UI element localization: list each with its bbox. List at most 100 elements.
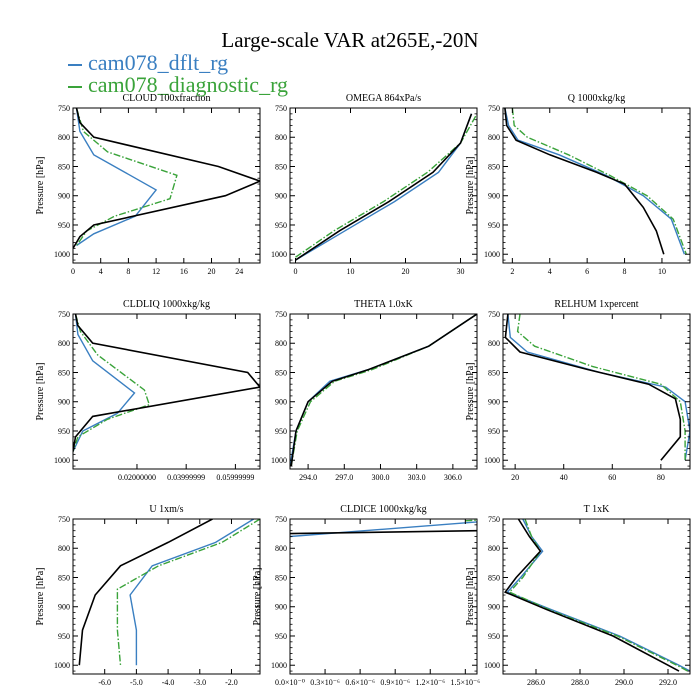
panel-5-xtick-label: 306.0 <box>444 473 462 482</box>
panel-3-ylabel: Pressure [hPa] <box>465 156 476 214</box>
panel-9-ylabel: Pressure [hPa] <box>465 567 476 625</box>
panel-9-xtick-label: 286.0 <box>527 678 545 687</box>
panel-5-xtick-label: 294.0 <box>299 473 317 482</box>
panel-4-ytick-label: 800 <box>58 339 70 348</box>
panel-9-xtick-label: 292.0 <box>659 678 677 687</box>
panel-5-ytick-label: 950 <box>275 427 287 436</box>
panel-3-series-obs <box>504 108 665 255</box>
panel-8-ytick-label: 750 <box>275 515 287 524</box>
panel-7-ylabel: Pressure [hPa] <box>35 567 46 625</box>
panel-8-series-diag <box>465 519 477 522</box>
panel-4-ytick-label: 1000 <box>54 456 70 465</box>
panel-3-series-diag <box>511 108 687 255</box>
panel-1-ytick-label: 850 <box>58 162 70 171</box>
panel-4-series-diag <box>73 314 151 452</box>
panel-7-xtick-label: -3.0 <box>193 678 206 687</box>
panel-1-frame <box>72 107 261 264</box>
panel-4-frame <box>72 313 261 470</box>
panel-5-series-obs <box>290 314 477 467</box>
panel-3-ytick-label: 850 <box>488 162 500 171</box>
panel-7-series-diag <box>116 519 260 666</box>
panel-7-xtick-label: -2.0 <box>225 678 238 687</box>
panel-4-ytick-label: 850 <box>58 368 70 377</box>
panel-1-title: CLOUD 100xfraction <box>122 93 210 104</box>
panel-6-series-dflt <box>507 314 690 461</box>
panel-8-ytick-label: 950 <box>275 632 287 641</box>
panel-6-frame <box>502 313 691 470</box>
panel-3-xtick-label: 10 <box>658 267 666 276</box>
panel-2-xtick-label: 20 <box>402 267 410 276</box>
panel-7-ytick-label: 850 <box>58 573 70 582</box>
panel-5-ytick-label: 750 <box>275 310 287 319</box>
panel-9-title: T 1xK <box>584 504 610 515</box>
panel-2-ytick-label: 850 <box>275 162 287 171</box>
panel-9-ytick-label: 750 <box>488 515 500 524</box>
panel-5-frame <box>289 313 478 470</box>
panel-3-title: Q 1000xkg/kg <box>568 93 626 104</box>
panel-1-xtick-label: 20 <box>208 267 216 276</box>
panel-6-xtick-label: 20 <box>511 473 519 482</box>
panel-8-xtick-label: 1.5×10⁻⁶ <box>451 678 481 687</box>
panel-2-ytick-label: 900 <box>275 192 287 201</box>
panel-4-ytick-label: 950 <box>58 427 70 436</box>
panel-3-ytick-label: 1000 <box>484 250 500 259</box>
panel-4-ylabel: Pressure [hPa] <box>35 362 46 420</box>
panel-8-ytick-label: 900 <box>275 603 287 612</box>
panel-8-series-obs <box>290 529 477 535</box>
panel-8-ytick-label: 1000 <box>271 661 287 670</box>
panel-9-series-dflt <box>506 519 690 672</box>
panel-3-frame <box>502 107 691 264</box>
panel-7-ytick-label: 800 <box>58 544 70 553</box>
panel-7-xtick-label: -5.0 <box>130 678 143 687</box>
panel-9-xtick-label: 290.0 <box>615 678 633 687</box>
panel-1-ytick-label: 1000 <box>54 250 70 259</box>
panel-9-ytick-label: 900 <box>488 603 500 612</box>
panel-9-frame <box>502 518 691 675</box>
panel-1-series-obs <box>73 108 260 249</box>
panel-7-series-obs <box>78 519 213 666</box>
panel-1-xtick-label: 8 <box>126 267 130 276</box>
panel-5-ytick-label: 900 <box>275 398 287 407</box>
panel-3-series-dflt <box>504 108 686 255</box>
panel-4-ytick-label: 750 <box>58 310 70 319</box>
panel-6-xtick-label: 40 <box>560 473 568 482</box>
panel-5-xtick-label: 297.0 <box>335 473 353 482</box>
panel-3-ytick-label: 750 <box>488 104 500 113</box>
panel-1-ytick-label: 750 <box>58 104 70 113</box>
panel-8-xtick-label: 0.0×10⁻⁰ <box>275 678 305 687</box>
panel-4-xtick-label: 0.03999999 <box>167 473 205 482</box>
panel-1-ytick-label: 900 <box>58 192 70 201</box>
panel-8-title: CLDICE 1000xkg/kg <box>340 504 426 515</box>
legend-label-dflt: cam078_dflt_rg <box>88 50 229 75</box>
panel-2-ytick-label: 750 <box>275 104 287 113</box>
panel-7-series-dflt <box>129 519 255 666</box>
figure-title: Large-scale VAR at265E,-20N <box>221 28 479 52</box>
panel-7-title: U 1xm/s <box>149 504 183 515</box>
panel-6-ylabel: Pressure [hPa] <box>465 362 476 420</box>
panel-2-series-diag <box>295 113 477 258</box>
panel-8-ylabel: Pressure [hPa] <box>252 567 263 625</box>
panel-2-series-dflt <box>295 113 473 261</box>
panel-2-series-obs <box>295 113 473 261</box>
panel-8-frame <box>289 518 478 675</box>
panel-3-xtick-label: 4 <box>548 267 552 276</box>
panel-7-ytick-label: 750 <box>58 515 70 524</box>
panel-4-ytick-label: 900 <box>58 398 70 407</box>
panel-8-xtick-label: 0.6×10⁻⁶ <box>345 678 375 687</box>
panel-9-ytick-label: 950 <box>488 632 500 641</box>
panel-8-xtick-label: 1.2×10⁻⁶ <box>415 678 445 687</box>
legend-label-diag: cam078_diagnostic_rg <box>88 72 288 97</box>
panel-2-xtick-label: 30 <box>457 267 465 276</box>
legend-item-dflt: cam078_dflt_rg <box>68 52 228 74</box>
panel-7-frame <box>72 518 261 675</box>
panel-6-series-diag <box>516 314 686 461</box>
panel-4-xtick-label: 0.05999999 <box>216 473 254 482</box>
panel-6-ytick-label: 900 <box>488 398 500 407</box>
panel-1-ytick-label: 950 <box>58 221 70 230</box>
panel-1-xtick-label: 16 <box>180 267 188 276</box>
panel-7-ytick-label: 950 <box>58 632 70 641</box>
panel-8-ytick-label: 800 <box>275 544 287 553</box>
panel-7-xtick-label: -4.0 <box>162 678 175 687</box>
panel-5-xtick-label: 300.0 <box>371 473 389 482</box>
panel-8-ytick-label: 850 <box>275 573 287 582</box>
